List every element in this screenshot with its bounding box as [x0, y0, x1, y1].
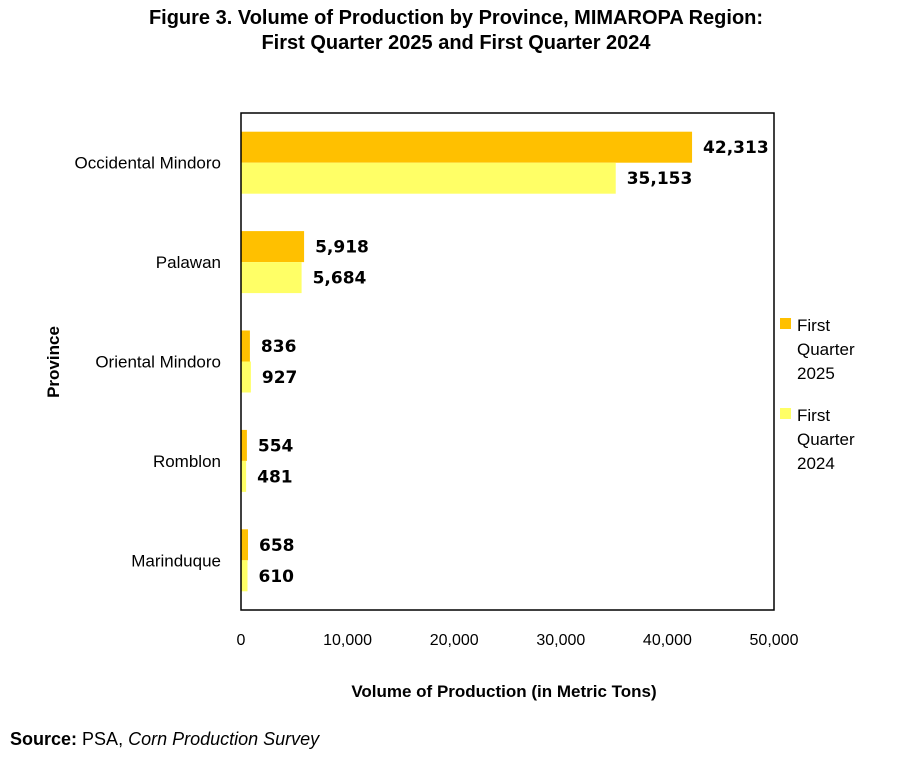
bar-marinduque-2024 [241, 560, 248, 592]
source-label: Source: [10, 729, 78, 749]
legend-swatch-2025 [780, 318, 791, 329]
bar-palawan-2024 [241, 262, 302, 294]
bar-occidental-mindoro-2025 [241, 131, 693, 163]
source-survey: Corn Production Survey [128, 729, 320, 749]
x-tick-label-4: 40,000 [643, 632, 692, 649]
plot-area-border [240, 112, 775, 611]
data-label-marinduque-2024: 610 [259, 567, 295, 587]
data-label-occidental-mindoro-2024: 35,153 [627, 169, 693, 189]
category-label-romblon: Romblon [153, 452, 221, 471]
x-tick-label-3: 30,000 [536, 632, 585, 649]
chart-title-line-1: Figure 3. Volume of Production by Provin… [148, 7, 764, 29]
legend-item-2025: First Quarter 2025 [780, 314, 867, 386]
category-label-occidental-mindoro: Occidental Mindoro [75, 154, 221, 173]
data-label-occidental-mindoro-2025: 42,313 [703, 138, 769, 158]
bar-romblon-2025 [241, 429, 247, 461]
category-label-marinduque: Marinduque [131, 551, 221, 570]
bar-romblon-2024 [241, 460, 247, 492]
x-axis-title: Volume of Production (in Metric Tons) [351, 682, 656, 701]
data-label-romblon-2025: 554 [258, 436, 294, 456]
bar-oriental-mindoro-2024 [241, 361, 251, 393]
data-label-palawan-2024: 5,684 [313, 269, 367, 289]
legend-item-2024: First Quarter 2024 [780, 404, 867, 476]
legend-label-2025: First Quarter 2025 [797, 316, 855, 383]
legend-swatch-2024 [780, 408, 791, 419]
category-label-oriental-mindoro: Oriental Mindoro [95, 353, 221, 372]
data-label-romblon-2024: 481 [257, 467, 293, 487]
data-label-marinduque-2025: 658 [259, 536, 295, 556]
category-label-palawan: Palawan [156, 253, 221, 272]
bar-oriental-mindoro-2025 [241, 330, 250, 362]
source-note: Source: PSA, Corn Production Survey [10, 729, 319, 750]
chart-title: Figure 3. Volume of Production by Provin… [0, 6, 912, 56]
data-label-oriental-mindoro-2025: 836 [261, 337, 297, 357]
chart-legend: First Quarter 2025 First Quarter 2024 [780, 314, 867, 494]
x-tick-label-1: 10,000 [323, 632, 372, 649]
x-tick-label-5: 50,000 [750, 632, 799, 649]
legend-label-2024: First Quarter 2024 [797, 406, 855, 473]
x-tick-label-2: 20,000 [430, 632, 479, 649]
data-label-oriental-mindoro-2024: 927 [262, 368, 298, 388]
data-label-palawan-2025: 5,918 [315, 238, 369, 258]
bar-marinduque-2025 [241, 529, 249, 561]
bar-palawan-2025 [241, 231, 305, 263]
bar-occidental-mindoro-2024 [241, 162, 616, 194]
x-tick-label-0: 0 [237, 632, 246, 649]
chart-title-line-2: First Quarter 2025 and First Quarter 202… [261, 32, 651, 54]
source-agency: PSA, [82, 729, 129, 749]
y-axis-title: Province [44, 326, 63, 398]
